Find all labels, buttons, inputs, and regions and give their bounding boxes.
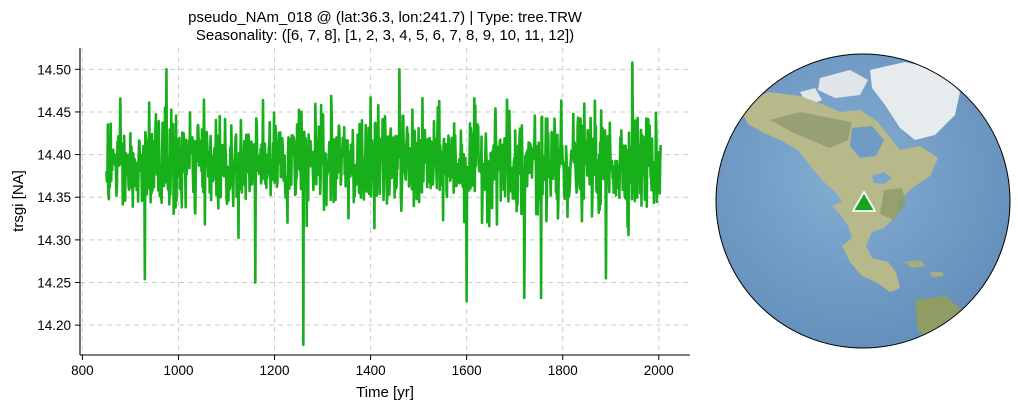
y-ticks: 14.20 14.25 14.30 14.35 14.40 14.45 14.50 <box>37 62 80 333</box>
site-marker-icon <box>852 191 876 212</box>
y-tick-label: 14.35 <box>37 190 71 205</box>
x-tick-label: 1600 <box>452 363 482 378</box>
x-tick-label: 1200 <box>260 363 290 378</box>
arctic-islands-shape <box>800 70 868 106</box>
hudson-bay-shape <box>850 126 884 158</box>
greenland-shape <box>870 62 960 140</box>
y-axis-label: trsgi [NA] <box>10 170 27 232</box>
y-tick-label: 14.25 <box>37 276 71 291</box>
x-axis-label: Time [yr] <box>356 384 414 401</box>
y-tick-label: 14.50 <box>37 62 71 77</box>
x-ticks: 800 1000 1200 1400 1600 1800 2000 <box>71 355 674 378</box>
series-line <box>105 61 662 347</box>
x-tick-label: 1000 <box>163 363 193 378</box>
forest-shape <box>770 112 852 148</box>
chart-title: pseudo_NAm_018 @ (lat:36.3, lon:241.7) |… <box>188 9 583 26</box>
north-america-shape <box>740 92 938 292</box>
x-tick-label: 2000 <box>644 363 674 378</box>
x-tick-label: 1400 <box>356 363 386 378</box>
y-tick-label: 14.20 <box>37 318 71 333</box>
x-tick-label: 800 <box>71 363 94 378</box>
great-lakes-shape <box>872 172 892 184</box>
y-tick-label: 14.30 <box>37 233 71 248</box>
grid <box>80 48 690 355</box>
chart-subtitle: Seasonality: ([6, 7, 8], [1, 2, 3, 4, 5,… <box>196 27 574 44</box>
y-tick-label: 14.45 <box>37 105 71 120</box>
y-tick-label: 14.40 <box>37 148 71 163</box>
globe-map <box>715 53 1011 349</box>
x-tick-label: 1800 <box>548 363 578 378</box>
east-forest-shape <box>880 188 906 220</box>
caribbean-islands-shape <box>904 260 944 277</box>
